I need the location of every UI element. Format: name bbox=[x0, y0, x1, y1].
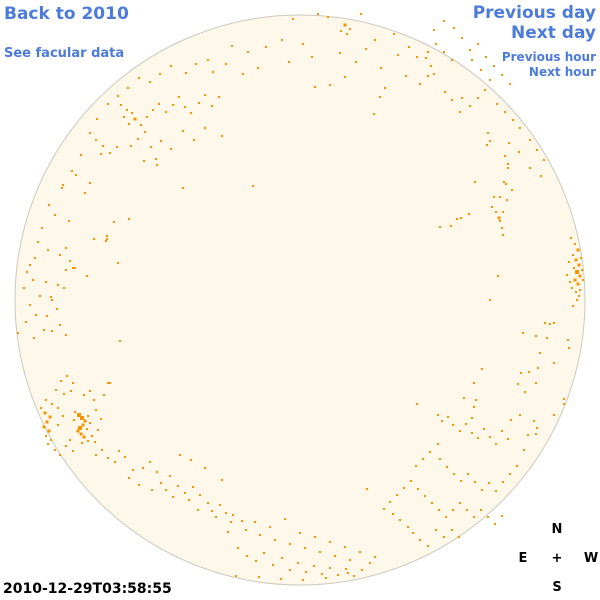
previous-hour-link[interactable]: Previous hour bbox=[501, 50, 596, 64]
compass-west-label: W bbox=[583, 551, 599, 566]
previous-day-link[interactable]: Previous day bbox=[472, 3, 596, 23]
compass-north-label: N bbox=[551, 522, 563, 537]
next-day-link[interactable]: Next day bbox=[511, 23, 596, 43]
solar-disk bbox=[14, 14, 586, 586]
compass-center-mark: + bbox=[551, 551, 563, 566]
compass-rose: N E + W S bbox=[506, 515, 600, 600]
observation-timestamp: 2010-12-29T03:58:55 bbox=[3, 581, 172, 597]
compass-south-label: S bbox=[552, 580, 562, 595]
facula-dots bbox=[17, 13, 584, 581]
back-to-year-link[interactable]: Back to 2010 bbox=[4, 4, 129, 24]
compass-east-label: E bbox=[518, 551, 528, 566]
hour-navigation: Previous hour Next hour bbox=[502, 50, 596, 80]
day-navigation: Previous day Next day bbox=[473, 3, 596, 43]
see-facular-data-link[interactable]: See facular data bbox=[4, 46, 125, 61]
next-hour-link[interactable]: Next hour bbox=[528, 65, 596, 79]
